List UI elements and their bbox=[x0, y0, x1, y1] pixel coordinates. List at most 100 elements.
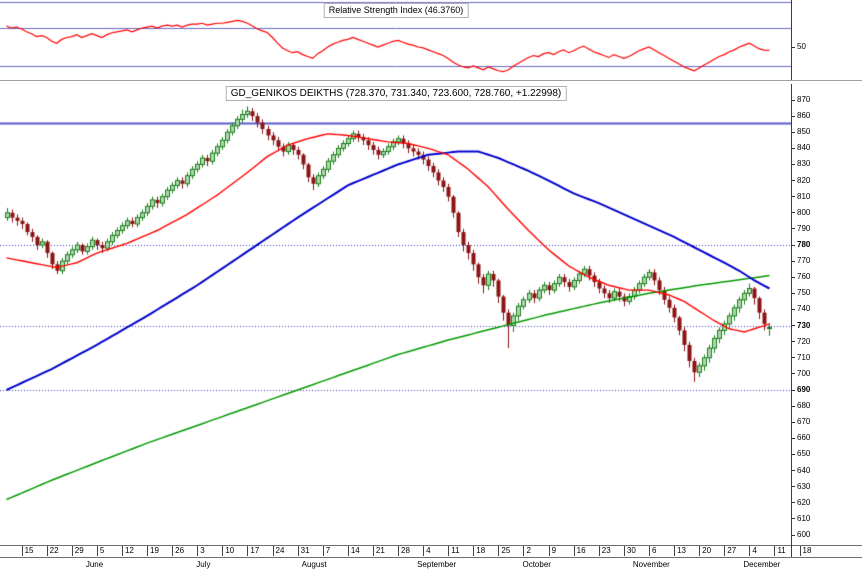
price-tick-label: 840 bbox=[791, 144, 810, 152]
price-tick-label: 730 bbox=[791, 321, 810, 330]
month-label: December bbox=[743, 560, 781, 569]
tick-mark bbox=[791, 470, 795, 472]
date-tick-label: 2 bbox=[523, 546, 531, 556]
price-tick-label: 810 bbox=[791, 192, 810, 201]
rsi-indicator-title[interactable]: Relative Strength Index (46.3760) bbox=[323, 3, 469, 18]
rsi-tick-label: 50 bbox=[791, 43, 806, 51]
price-tick-label: 700 bbox=[791, 369, 810, 378]
date-tick-label: 10 bbox=[222, 546, 234, 556]
tick-mark bbox=[791, 341, 795, 343]
date-tick-label: 28 bbox=[398, 546, 410, 556]
tick-mark bbox=[791, 389, 795, 391]
price-plot-canvas[interactable] bbox=[0, 83, 791, 545]
date-tick-label: 17 bbox=[247, 546, 259, 556]
price-tick-label: 670 bbox=[791, 418, 810, 426]
price-tick-label: 690 bbox=[791, 386, 810, 394]
date-tick-label: 3 bbox=[197, 546, 205, 556]
price-tick-label: 710 bbox=[791, 353, 810, 362]
tick-mark bbox=[791, 518, 795, 520]
date-tick-label: 9 bbox=[548, 546, 556, 556]
tick-mark bbox=[791, 228, 795, 230]
date-tick-label: 7 bbox=[322, 546, 330, 556]
tick-mark bbox=[791, 437, 795, 439]
date-tick-label: 24 bbox=[272, 546, 284, 556]
price-tick-label: 680 bbox=[791, 402, 810, 410]
tick-mark bbox=[791, 260, 795, 262]
date-tick-label: 11 bbox=[448, 546, 460, 556]
price-tick-label: 610 bbox=[791, 514, 810, 523]
price-tick-label: 860 bbox=[791, 112, 810, 120]
date-tick-label: 18 bbox=[799, 546, 811, 556]
tick-mark bbox=[791, 131, 795, 133]
tick-mark bbox=[791, 180, 795, 182]
tick-mark bbox=[791, 115, 795, 117]
date-tick-label: 11 bbox=[774, 546, 786, 556]
month-label: November bbox=[632, 560, 670, 569]
date-axis-bottom-line bbox=[0, 557, 862, 558]
date-tick-label: 20 bbox=[699, 546, 711, 556]
month-label: August bbox=[301, 560, 327, 569]
tick-mark bbox=[791, 373, 795, 375]
date-tick-label: 4 bbox=[423, 546, 431, 556]
price-tick-label: 650 bbox=[791, 450, 810, 458]
date-tick-label: 5 bbox=[96, 546, 104, 556]
tick-mark bbox=[791, 244, 795, 246]
price-tick-label: 790 bbox=[791, 224, 810, 233]
price-tick-label: 870 bbox=[791, 96, 810, 104]
price-tick-label: 640 bbox=[791, 466, 810, 475]
date-tick-label: 26 bbox=[172, 546, 184, 556]
date-tick-label: 21 bbox=[372, 546, 385, 556]
price-tick-label: 760 bbox=[791, 273, 810, 281]
price-tick-label: 780 bbox=[791, 241, 810, 249]
date-tick-label: 15 bbox=[21, 546, 33, 556]
date-tick-label: 13 bbox=[674, 546, 686, 556]
date-tick-label: 14 bbox=[347, 546, 360, 556]
price-tick-label: 770 bbox=[791, 257, 810, 265]
panel-resize-separator[interactable] bbox=[0, 80, 862, 84]
price-axis-line bbox=[791, 0, 792, 557]
price-tick-label: 720 bbox=[791, 337, 810, 346]
date-tick-label: 27 bbox=[724, 546, 736, 556]
price-tick-label: 830 bbox=[791, 160, 810, 168]
tick-mark bbox=[791, 405, 795, 407]
tick-mark bbox=[791, 421, 795, 423]
date-tick-label: 19 bbox=[147, 546, 159, 556]
price-tick-label: 600 bbox=[791, 531, 810, 539]
date-tick-label: 6 bbox=[648, 546, 656, 556]
price-tick-label: 630 bbox=[791, 482, 810, 491]
price-tick-label: 820 bbox=[791, 176, 810, 185]
date-tick-label: 12 bbox=[121, 546, 134, 556]
tick-mark bbox=[791, 357, 795, 359]
date-tick-label: 30 bbox=[623, 546, 636, 556]
price-tick-label: 750 bbox=[791, 289, 810, 297]
date-tick-label: 31 bbox=[297, 546, 310, 556]
price-tick-label: 620 bbox=[791, 498, 810, 507]
date-tick-label: 22 bbox=[46, 546, 59, 556]
date-tick-label: 23 bbox=[598, 546, 611, 556]
tick-mark bbox=[791, 534, 795, 536]
price-tick-label: 660 bbox=[791, 434, 810, 442]
tick-mark bbox=[791, 163, 795, 165]
price-tick-label: 800 bbox=[791, 208, 810, 217]
price-series-title[interactable]: GD_GENIKOS DEIKTHS (728.370, 731.340, 72… bbox=[225, 86, 567, 101]
price-tick-label: 740 bbox=[791, 305, 810, 313]
tick-mark bbox=[791, 212, 795, 214]
month-label: June bbox=[85, 560, 104, 569]
month-label: July bbox=[196, 560, 211, 569]
tick-mark bbox=[791, 502, 795, 504]
date-tick-label: 4 bbox=[749, 546, 757, 556]
month-label: October bbox=[522, 560, 551, 569]
tick-mark bbox=[791, 486, 795, 488]
date-tick-label: 16 bbox=[573, 546, 586, 556]
tick-mark bbox=[791, 196, 795, 198]
date-tick-label: 25 bbox=[498, 546, 510, 556]
tick-mark bbox=[791, 308, 795, 310]
date-tick-label: 29 bbox=[71, 546, 84, 556]
tick-mark bbox=[791, 99, 795, 101]
tick-mark bbox=[791, 276, 795, 278]
tick-mark bbox=[791, 325, 795, 327]
date-axis-top-line bbox=[0, 545, 862, 546]
tick-mark bbox=[791, 46, 795, 48]
date-tick-label: 18 bbox=[473, 546, 485, 556]
